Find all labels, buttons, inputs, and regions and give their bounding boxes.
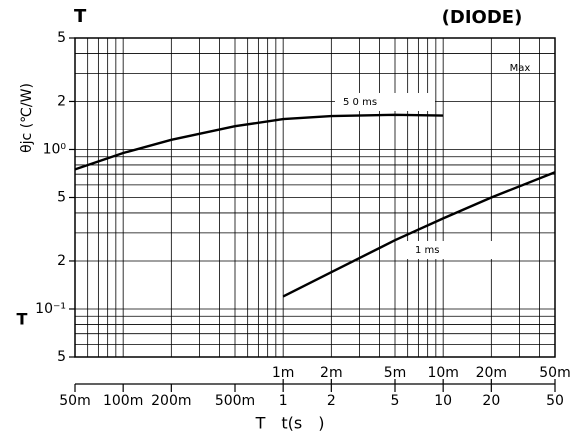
x-tick-label: 200m: [151, 393, 191, 409]
y-tick-label: 10⁰: [43, 141, 67, 157]
label-bg: [407, 241, 493, 259]
x2-tick-label: 5m: [384, 365, 407, 381]
y-axis-label-bottom: T: [17, 310, 28, 329]
y-tick-label: 10⁻¹: [35, 301, 66, 317]
x-tick-label: 5: [391, 393, 400, 409]
y-tick-label: 5: [57, 30, 66, 46]
y-tick-label: 5: [57, 190, 66, 206]
x2-tick-label: 2m: [320, 365, 343, 381]
x-tick-label: 100m: [103, 393, 143, 409]
y-tick-label: 2: [57, 93, 66, 109]
x2-tick-label: 20m: [476, 365, 507, 381]
line-series: [74, 113, 444, 171]
chart-subtitle: (DIODE): [442, 7, 523, 28]
x-tick-label: 2: [327, 393, 336, 409]
y-axis-label: θjc (℃/W): [19, 83, 35, 153]
chart-title: T: [74, 6, 87, 27]
label-bg: [335, 93, 435, 111]
series-label: 5 0 ms: [343, 97, 377, 108]
x-tick-label: 500m: [215, 393, 255, 409]
x-tick-label: 50: [546, 393, 564, 409]
label-bg: [500, 60, 542, 76]
x-tick-label: 10: [434, 393, 452, 409]
x2-tick-label: 10m: [427, 365, 458, 381]
y-tick-label: 2: [57, 253, 66, 269]
x2-tick-label: 1m: [272, 365, 295, 381]
x-tick-label: 50m: [59, 393, 90, 409]
x-tick-label: 1: [279, 393, 288, 409]
line-series: [282, 171, 556, 298]
annotation: Max: [510, 63, 531, 74]
x2-tick-label: 50m: [539, 365, 570, 381]
y-tick-label: 5: [57, 349, 66, 365]
series-label: 1 ms: [415, 245, 440, 256]
x-axis-label: T t(s ): [255, 414, 325, 433]
x-tick-label: 20: [482, 393, 500, 409]
